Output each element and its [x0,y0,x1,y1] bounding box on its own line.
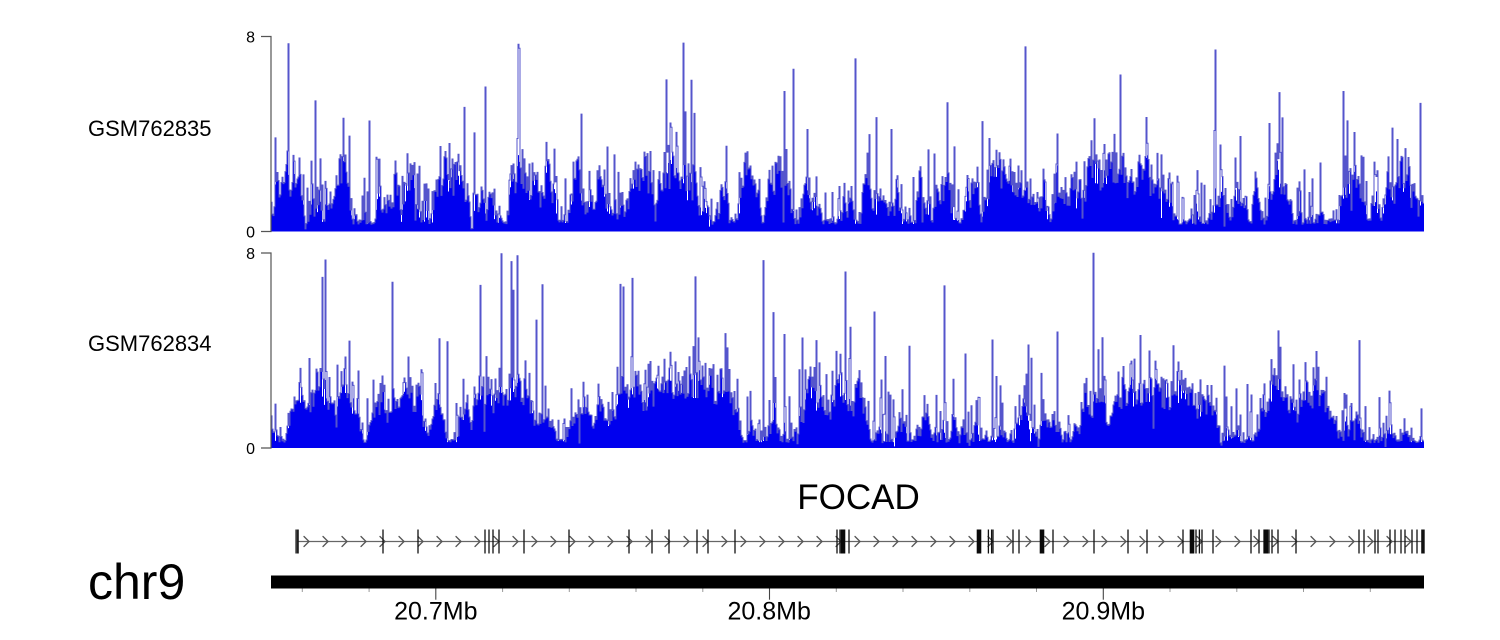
svg-text:8: 8 [246,246,255,263]
svg-text:20.8Mb: 20.8Mb [728,598,811,626]
svg-text:20.9Mb: 20.9Mb [1062,598,1145,626]
svg-text:20.7Mb: 20.7Mb [394,598,477,626]
svg-text:FOCAD: FOCAD [797,478,920,517]
svg-text:0: 0 [246,441,255,458]
svg-text:0: 0 [246,225,255,242]
svg-text:8: 8 [246,30,255,47]
